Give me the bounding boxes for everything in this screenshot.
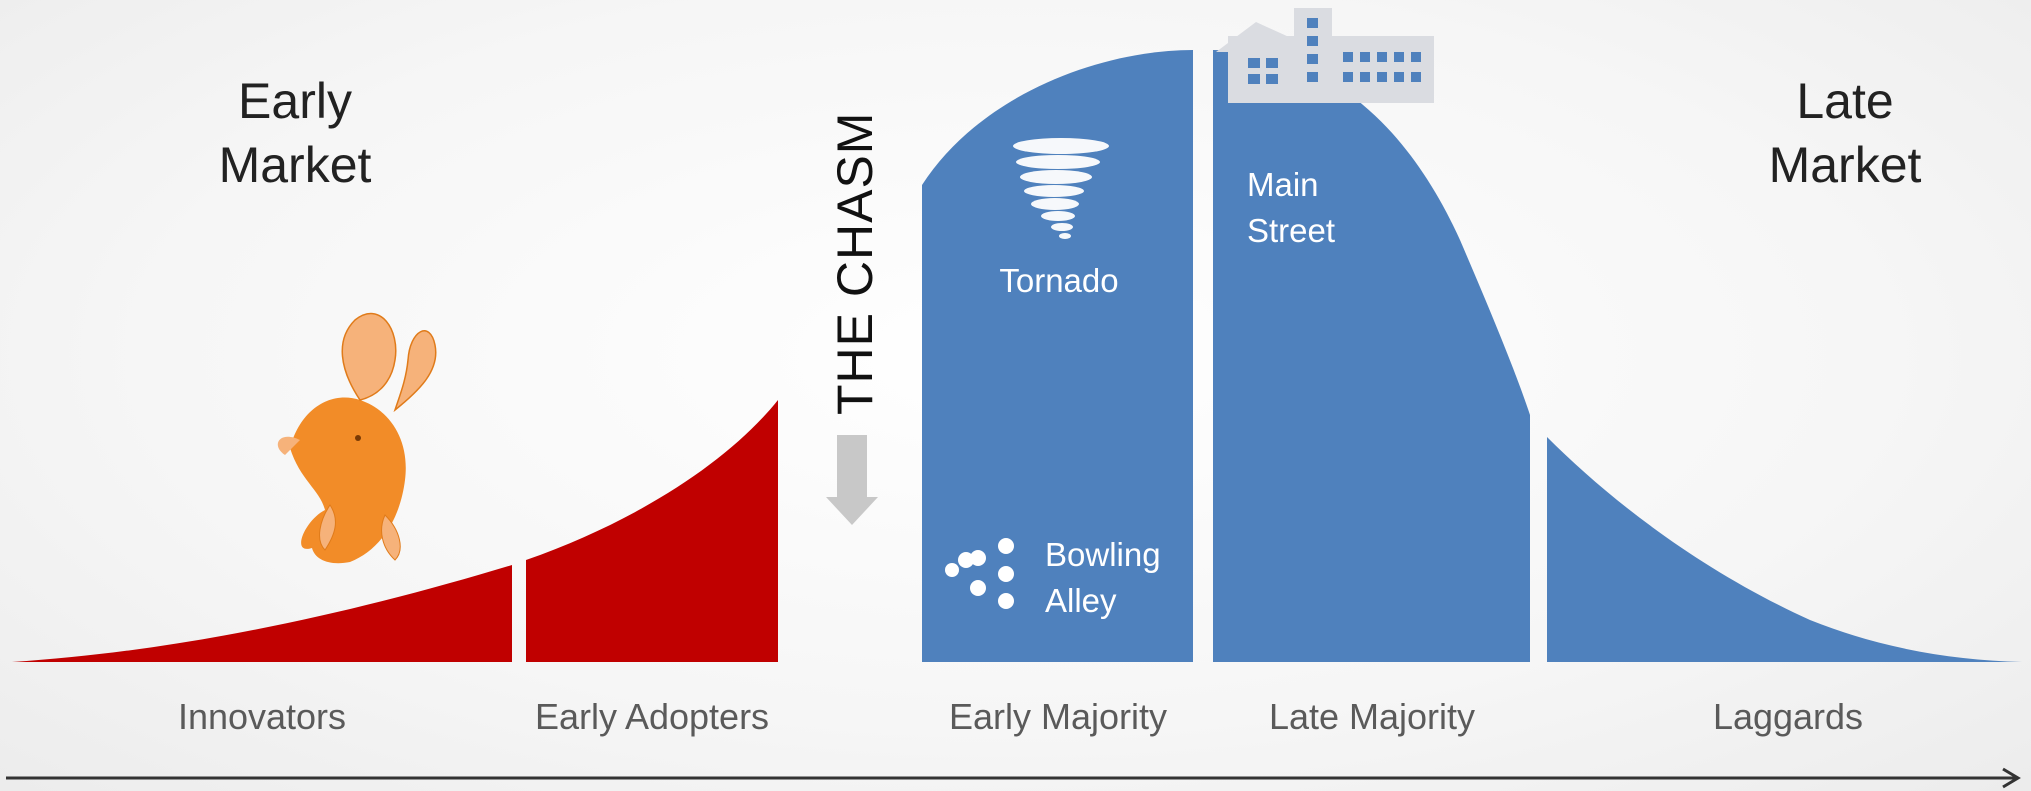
segment-early-majority-area: [922, 50, 1193, 662]
segment-late-majority-area: [1213, 50, 1530, 662]
main-street-label-line2: Street: [1247, 212, 1335, 249]
segment-label-innovators: Innovators: [178, 696, 346, 737]
bowling-pins-icon: [945, 538, 1014, 609]
segment-early-adopters-area: [526, 400, 778, 662]
arrow-right-icon: [6, 767, 2021, 789]
segment-label-early-adopters: Early Adopters: [535, 696, 769, 737]
tornado-label: Tornado: [999, 262, 1118, 299]
segment-label-late-majority: Late Majority: [1269, 696, 1475, 737]
segment-laggards-area: [1547, 437, 2022, 662]
segment-label-early-majority: Early Majority: [949, 696, 1167, 737]
segment-innovators-area: [12, 565, 512, 662]
late-market-heading-line1: Late: [1796, 73, 1893, 129]
main-street-label-line1: Main: [1247, 166, 1319, 203]
early-market-heading-line2: Market: [219, 137, 372, 193]
goldfish-icon: [277, 312, 437, 564]
chasm-label: THE CHASM: [827, 112, 883, 415]
bowling-alley-label-line2: Alley: [1045, 582, 1117, 619]
late-market-heading-line2: Market: [1769, 137, 1922, 193]
segment-label-laggards: Laggards: [1713, 696, 1863, 737]
bowling-alley-label-line1: Bowling: [1045, 536, 1161, 573]
building-icon: [1216, 8, 1434, 103]
early-market-heading-line1: Early: [238, 73, 352, 129]
tornado-icon: [1013, 138, 1109, 239]
arrow-down-icon: [826, 435, 878, 525]
